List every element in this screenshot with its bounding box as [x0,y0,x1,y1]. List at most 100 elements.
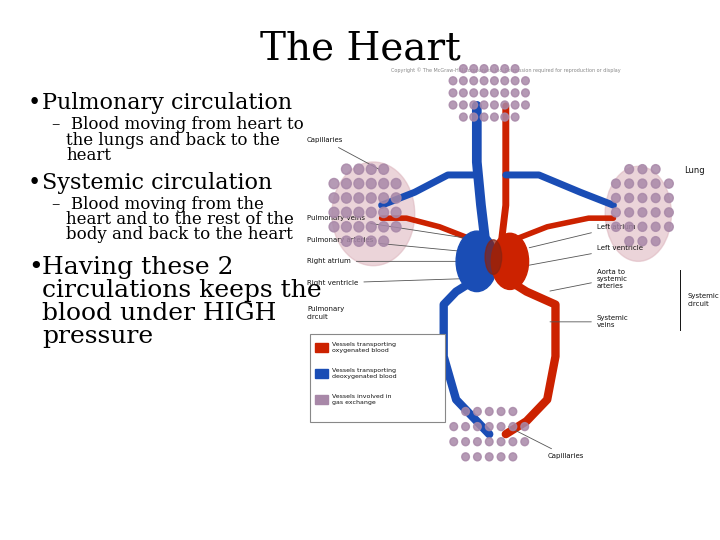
Circle shape [366,193,376,203]
Text: heart and to the rest of the: heart and to the rest of the [66,211,294,228]
Text: Systemic
veins: Systemic veins [550,315,629,328]
Circle shape [501,77,508,85]
Circle shape [498,453,505,461]
Circle shape [498,408,505,415]
Circle shape [638,179,647,188]
Circle shape [485,453,493,461]
Circle shape [509,453,517,461]
Circle shape [501,101,508,109]
Circle shape [379,236,389,246]
Text: blood under HIGH: blood under HIGH [42,302,276,325]
Text: Left atrium: Left atrium [529,224,635,248]
Circle shape [354,178,364,189]
Circle shape [625,165,634,174]
Circle shape [665,208,673,217]
Text: circulations keeps the: circulations keeps the [42,279,322,302]
Circle shape [490,113,498,121]
Circle shape [625,222,634,231]
Text: Having these 2: Having these 2 [42,256,233,279]
Text: Vessels transporting
deoxygenated blood: Vessels transporting deoxygenated blood [332,368,397,379]
Circle shape [449,101,457,109]
Text: Copyright © The McGraw-Hill Companies, Inc. Permission required for reproduction: Copyright © The McGraw-Hill Companies, I… [391,67,621,72]
Circle shape [379,207,389,218]
FancyBboxPatch shape [310,334,445,422]
Circle shape [366,236,376,246]
Circle shape [379,164,389,174]
Text: Pulmonary circulation: Pulmonary circulation [42,92,292,114]
Circle shape [625,193,634,202]
Text: the lungs and back to the: the lungs and back to the [66,132,280,149]
Circle shape [511,113,519,121]
Bar [315,343,328,352]
Circle shape [485,423,493,430]
Circle shape [391,207,401,218]
Ellipse shape [456,231,498,292]
Circle shape [501,65,508,73]
Circle shape [480,113,488,121]
Circle shape [449,77,457,85]
Circle shape [354,164,364,174]
Circle shape [470,77,477,85]
Circle shape [652,165,660,174]
Circle shape [459,113,467,121]
Circle shape [329,178,339,189]
Circle shape [611,208,621,217]
Ellipse shape [491,233,528,289]
Circle shape [490,89,498,97]
Text: Right atrium: Right atrium [307,258,462,265]
Text: Systemic
circuit: Systemic circuit [688,293,720,307]
Circle shape [366,221,376,232]
Circle shape [341,207,351,218]
Ellipse shape [332,162,415,266]
Circle shape [652,193,660,202]
Text: Aorta to
systemic
arteries: Aorta to systemic arteries [550,268,628,291]
Circle shape [474,438,481,446]
Circle shape [652,208,660,217]
Text: •: • [28,172,41,194]
Circle shape [354,207,364,218]
Circle shape [652,179,660,188]
Circle shape [625,208,634,217]
Circle shape [391,178,401,189]
Circle shape [450,423,458,430]
Circle shape [354,236,364,246]
Text: Vessels involved in
gas exchange: Vessels involved in gas exchange [332,394,392,405]
Circle shape [341,178,351,189]
Circle shape [474,408,481,415]
Circle shape [638,237,647,246]
Text: Capillaries: Capillaries [508,427,584,459]
Circle shape [501,113,508,121]
Circle shape [509,438,517,446]
Circle shape [462,408,469,415]
Ellipse shape [605,166,671,261]
Text: The Heart: The Heart [260,30,460,67]
Circle shape [665,193,673,202]
Circle shape [329,221,339,232]
Circle shape [354,193,364,203]
Text: Pulmonary
circuit: Pulmonary circuit [307,306,344,320]
Circle shape [480,77,488,85]
Circle shape [511,101,519,109]
Circle shape [462,438,469,446]
Circle shape [498,438,505,446]
Text: Lung: Lung [684,166,704,175]
Circle shape [474,423,481,430]
Circle shape [625,237,634,246]
Circle shape [462,453,469,461]
Circle shape [366,178,376,189]
Circle shape [638,208,647,217]
Text: pressure: pressure [42,325,153,348]
Circle shape [498,423,505,430]
Bar [315,369,328,378]
Text: •: • [28,256,42,279]
Circle shape [638,165,647,174]
Circle shape [470,101,477,109]
Circle shape [329,207,339,218]
Circle shape [521,89,529,97]
Circle shape [480,89,488,97]
Circle shape [391,221,401,232]
Circle shape [450,438,458,446]
Circle shape [379,193,389,203]
Text: Pulmonary arteries: Pulmonary arteries [307,237,474,253]
Circle shape [354,221,364,232]
